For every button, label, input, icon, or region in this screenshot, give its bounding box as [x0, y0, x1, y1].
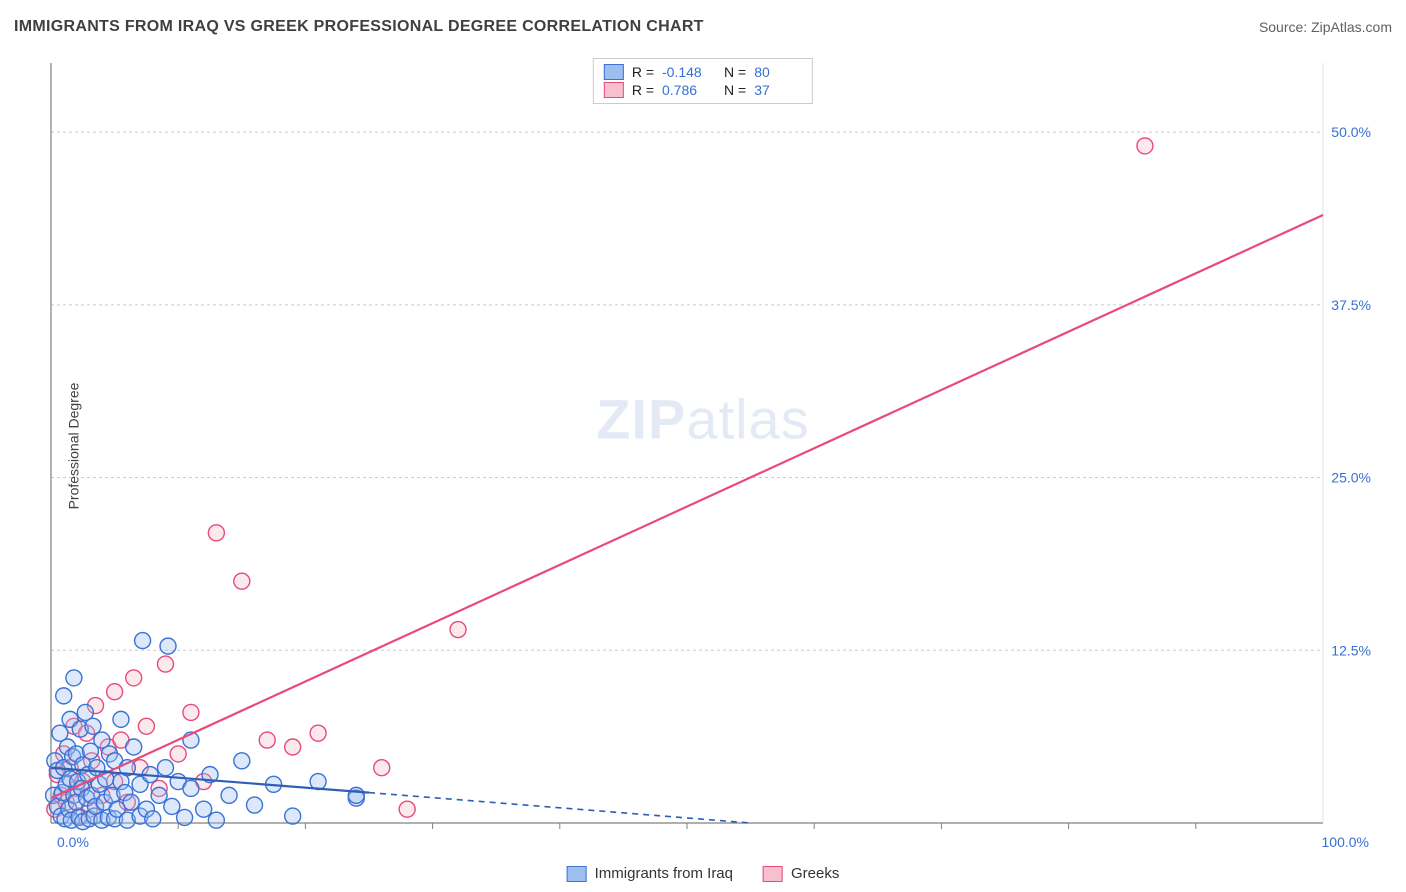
swatch-greeks: [763, 866, 783, 882]
n-label: N =: [724, 82, 746, 98]
r-label: R =: [632, 64, 654, 80]
chart-title: IMMIGRANTS FROM IRAQ VS GREEK PROFESSION…: [14, 18, 704, 36]
n-value-greeks: 37: [754, 82, 802, 98]
stats-legend-box: R = -0.148 N = 80 R = 0.786 N = 37: [593, 58, 813, 104]
legend-label-iraq: Immigrants from Iraq: [595, 865, 733, 882]
svg-text:50.0%: 50.0%: [1331, 124, 1371, 140]
swatch-greeks: [604, 82, 624, 98]
stats-row-iraq: R = -0.148 N = 80: [604, 63, 802, 81]
legend-item-iraq: Immigrants from Iraq: [567, 865, 733, 882]
legend-item-greeks: Greeks: [763, 865, 839, 882]
svg-text:0.0%: 0.0%: [57, 834, 89, 850]
series-legend: Immigrants from Iraq Greeks: [567, 865, 840, 882]
swatch-iraq: [567, 866, 587, 882]
svg-text:25.0%: 25.0%: [1331, 470, 1371, 486]
svg-text:12.5%: 12.5%: [1331, 642, 1371, 658]
svg-text:37.5%: 37.5%: [1331, 297, 1371, 313]
chart-source: Source: ZipAtlas.com: [1259, 19, 1392, 35]
r-value-iraq: -0.148: [662, 64, 710, 80]
r-value-greeks: 0.786: [662, 82, 710, 98]
chart-header: IMMIGRANTS FROM IRAQ VS GREEK PROFESSION…: [14, 18, 1392, 36]
n-value-iraq: 80: [754, 64, 802, 80]
svg-text:100.0%: 100.0%: [1322, 834, 1369, 850]
correlation-scatter-chart: 12.5% 25.0% 37.5% 50.0% 0.0% 100.0%: [45, 55, 1385, 865]
r-label: R =: [632, 82, 654, 98]
legend-label-greeks: Greeks: [791, 865, 839, 882]
swatch-iraq: [604, 64, 624, 80]
n-label: N =: [724, 64, 746, 80]
stats-row-greeks: R = 0.786 N = 37: [604, 81, 802, 99]
